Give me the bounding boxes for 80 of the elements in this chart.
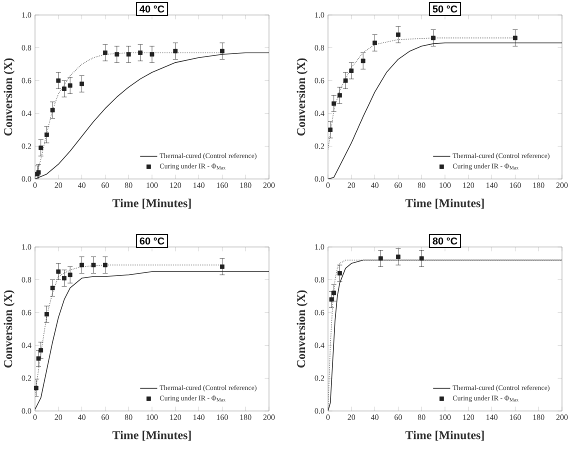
y-axis-title: Conversion (X) [4,290,15,368]
x-axis-title: Time [Minutes] [112,198,191,209]
y-tick-label: 0.0 [22,408,32,414]
y-tick-label: 0.0 [22,176,32,182]
x-tick-label: 80 [124,414,132,420]
x-tick-label: 0 [33,182,37,188]
y-tick-label: 0.4 [314,342,324,348]
y-tick-label: 0.8 [22,277,32,282]
x-tick-label: 160 [216,182,228,188]
x-tick-label: 60 [394,414,402,420]
x-tick-label: 0 [33,414,37,420]
x-tick-label: 20 [348,414,356,420]
x-tick-label: 160 [510,414,521,420]
x-tick-label: 160 [510,182,521,188]
x-tick-label: 40 [370,414,378,420]
x-axis-title: Time [Minutes] [112,430,191,441]
x-tick-label: 120 [463,182,474,188]
x-tick-label: 40 [370,182,378,188]
x-tick-label: 20 [54,182,62,188]
y-tick-label: 0.0 [314,176,324,182]
y-tick-label: 0.2 [22,375,32,381]
x-axis-title: Time [Minutes] [405,430,484,441]
y-tick-label: 0.0 [314,408,324,414]
y-tick-label: 0.6 [22,310,32,316]
x-tick-label: 120 [463,414,474,420]
x-tick-label: 0 [326,182,330,188]
y-tick-label: 0.2 [314,143,324,149]
x-tick-label: 60 [394,182,402,188]
y-axis-title: Conversion (X) [4,58,15,136]
x-tick-label: 180 [533,414,544,420]
x-tick-label: 20 [54,414,62,420]
chart-title: 40 °C [140,5,164,13]
x-tick-label: 200 [556,414,568,420]
x-tick-label: 80 [124,182,132,188]
y-axis-title: Conversion (X) [296,290,308,368]
y-tick-label: 0.6 [314,78,324,84]
x-tick-label: 140 [486,182,498,188]
y-tick-label: 0.6 [314,310,324,316]
x-tick-label: 100 [146,414,158,420]
x-tick-label: 80 [418,414,426,420]
y-tick-label: 1.0 [22,244,32,250]
x-tick-label: 200 [263,414,275,420]
y-axis-title: Conversion (X) [296,58,308,136]
x-tick-label: 100 [146,182,158,188]
x-tick-label: 0 [326,414,330,420]
x-tick-label: 100 [440,182,451,188]
x-tick-label: 60 [102,182,109,188]
y-tick-label: 1.0 [315,244,324,250]
x-axis-title: Time [Minutes] [405,198,484,209]
chart-title: 50 °C [432,5,458,13]
y-tick-label: 0.8 [22,45,32,51]
x-tick-label: 80 [418,182,426,188]
y-tick-label: 0.6 [22,78,32,84]
x-tick-label: 60 [102,414,109,420]
y-tick-label: 0.2 [314,375,324,381]
chart-title: 60 °C [140,237,164,245]
x-tick-label: 200 [263,182,275,188]
x-tick-label: 180 [240,182,252,188]
y-tick-label: 1.0 [315,12,324,18]
y-tick-label: 1.0 [22,12,32,18]
x-tick-label: 160 [216,414,228,420]
x-tick-label: 120 [170,414,182,420]
x-tick-label: 140 [194,414,205,420]
x-tick-label: 20 [348,182,356,188]
x-tick-label: 180 [240,414,252,420]
x-tick-label: 200 [556,182,568,188]
x-tick-label: 100 [440,414,451,420]
y-tick-label: 0.4 [22,110,32,116]
x-tick-label: 120 [170,182,182,188]
chart-title: 80 °C [432,237,458,245]
y-tick-label: 0.4 [314,110,324,116]
x-tick-label: 40 [78,414,86,420]
x-tick-label: 140 [194,182,205,188]
x-tick-label: 140 [486,414,498,420]
y-tick-label: 0.8 [314,277,324,282]
y-tick-label: 0.4 [22,342,32,348]
y-tick-label: 0.8 [314,45,324,51]
x-tick-label: 40 [78,182,86,188]
y-tick-label: 0.2 [22,143,32,149]
x-tick-label: 180 [533,182,544,188]
